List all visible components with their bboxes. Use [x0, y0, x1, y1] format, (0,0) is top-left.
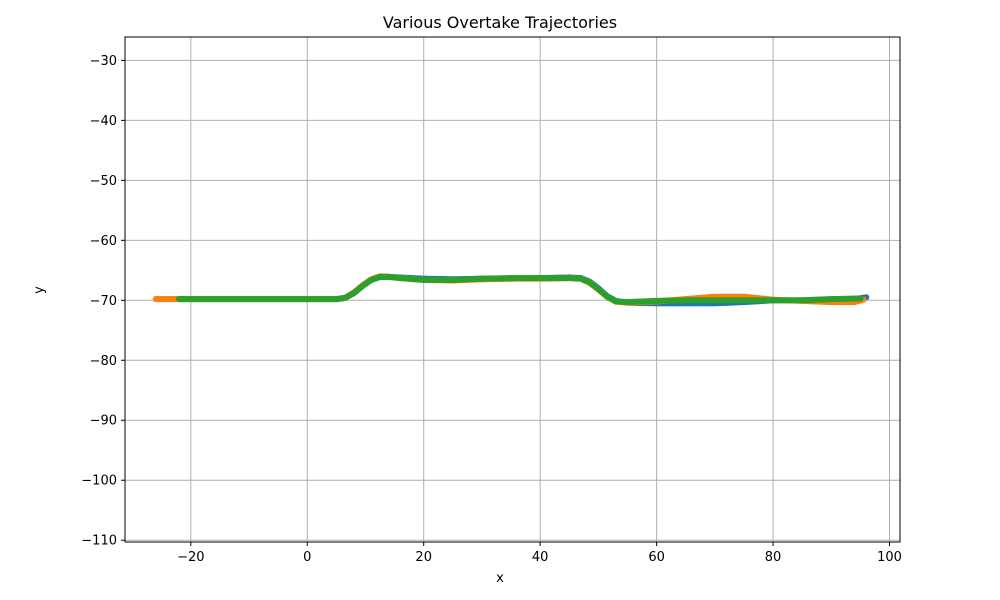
chart-title: Various Overtake Trajectories [383, 13, 617, 32]
x-tick-label: 100 [877, 550, 902, 565]
y-axis-label: y [32, 286, 47, 294]
tick-layer: −20 0 20 40 60 80 100 −30 −40 −50 −60 −70 −80 −90 −100… [81, 54, 902, 565]
x-tick-label: 0 [303, 550, 311, 565]
y-tick-label: −50 [90, 174, 117, 189]
x-axis-label: x [496, 571, 504, 586]
y-tick-label: −30 [90, 54, 117, 69]
y-tick-label: −60 [90, 234, 117, 249]
y-tick-label: −40 [90, 114, 117, 129]
x-tick-label: 80 [765, 550, 782, 565]
grid-layer [125, 37, 900, 542]
y-tick-label: −80 [90, 354, 117, 369]
plot-frame [124, 36, 901, 543]
x-tick-label: 40 [532, 550, 549, 565]
x-tick-label: 60 [648, 550, 665, 565]
data-point [857, 295, 864, 302]
y-tick-label: −100 [81, 474, 117, 489]
y-tick-label: −110 [81, 534, 117, 549]
data-layer [152, 273, 870, 307]
y-tick-label: −90 [90, 414, 117, 429]
series-2 [176, 273, 864, 306]
x-tick-label: 20 [415, 550, 432, 565]
x-tick-label: −20 [177, 550, 204, 565]
y-tick-label: −70 [90, 294, 117, 309]
